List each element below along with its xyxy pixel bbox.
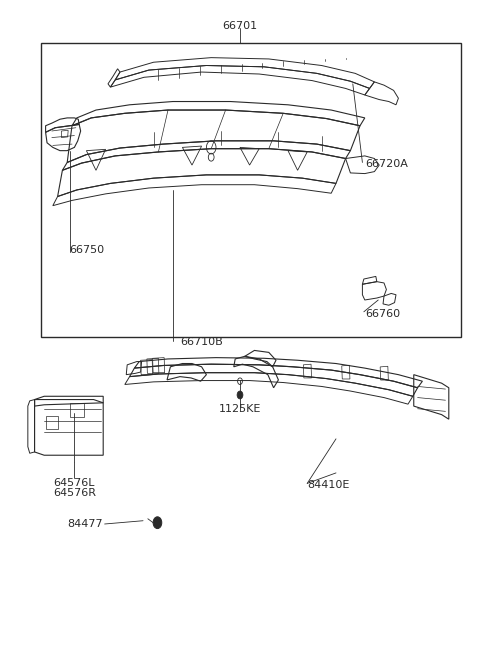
Text: 64576L: 64576L <box>54 478 95 489</box>
Text: 64576R: 64576R <box>53 488 96 498</box>
Text: 84477: 84477 <box>68 519 103 529</box>
Text: 66750: 66750 <box>70 245 105 255</box>
Circle shape <box>153 517 162 529</box>
Text: 66720A: 66720A <box>365 159 408 169</box>
Circle shape <box>237 391 243 399</box>
Text: 66760: 66760 <box>365 309 400 320</box>
Text: 66701: 66701 <box>222 21 258 31</box>
Text: 1125KE: 1125KE <box>219 404 261 415</box>
Text: 66710B: 66710B <box>180 337 223 347</box>
Text: 84410E: 84410E <box>307 479 349 490</box>
Bar <box>41 43 461 337</box>
